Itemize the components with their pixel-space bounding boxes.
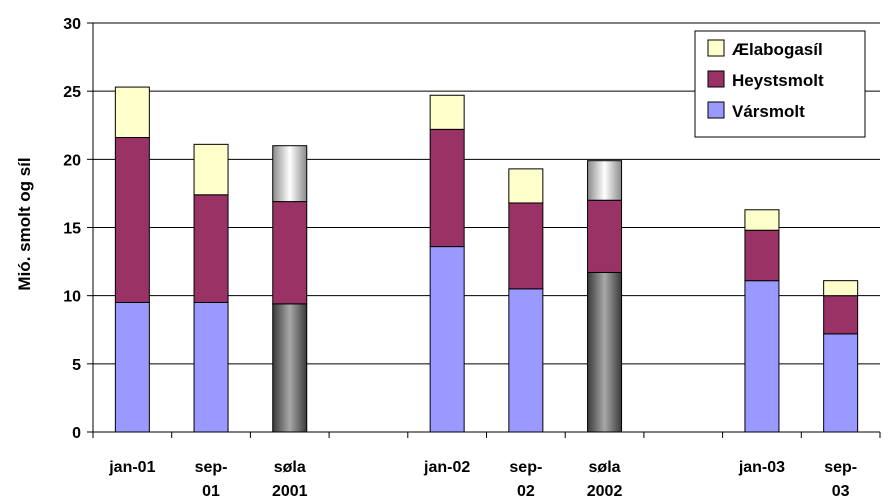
bar-segment (114, 301, 150, 433)
bar-segment (193, 143, 229, 196)
y-tick-label: 15 (63, 221, 81, 238)
bar-segment (114, 86, 150, 139)
bar-segment (114, 137, 150, 303)
x-tick-label: jan-03 (738, 459, 785, 476)
x-tick-label: 01 (202, 483, 220, 500)
bar-segment (744, 229, 780, 282)
x-tick-label: jan-02 (423, 459, 470, 476)
legend-label: Vársmolt (732, 102, 805, 121)
bar-segment (587, 160, 623, 201)
y-tick-label: 20 (63, 152, 81, 169)
x-tick-label: 2002 (587, 483, 623, 500)
bar-segment (429, 128, 465, 248)
bar-segment (272, 303, 308, 433)
legend: Ælabogasíl Heystsmolt Vársmolt (694, 30, 866, 138)
x-tick-label: søla (589, 459, 621, 476)
y-axis-title: Mió. smolt og síl (15, 157, 34, 290)
legend-label: Ælabogasíl (732, 40, 823, 59)
bar-segment (193, 301, 229, 433)
y-tick-label: 25 (63, 84, 81, 101)
bar-segment (823, 295, 859, 335)
y-tick-label: 30 (63, 16, 81, 33)
legend-swatch (707, 101, 725, 119)
bars (114, 86, 859, 433)
y-tick-label: 5 (72, 357, 81, 374)
x-tick-label: sep- (509, 459, 542, 476)
bar-segment (587, 271, 623, 433)
bar-segment (823, 280, 859, 297)
axes (87, 22, 881, 438)
bar-segment (508, 168, 544, 204)
bar-segment (587, 199, 623, 273)
y-tick-label: 10 (63, 289, 81, 306)
bar-segment (744, 209, 780, 231)
x-tick-label: 03 (832, 483, 850, 500)
bar-segment (272, 145, 308, 203)
legend-swatch (707, 39, 725, 57)
x-tick-label: jan-01 (108, 459, 155, 476)
bar-segment (429, 246, 465, 433)
bar-segment (272, 201, 308, 305)
y-tick-label: 0 (72, 425, 81, 442)
legend-label: Heystsmolt (732, 71, 824, 90)
bar-segment (744, 280, 780, 433)
x-tick-label: sep- (824, 459, 857, 476)
y-tick-labels: 0 5 10 15 20 25 30 (63, 16, 81, 442)
x-tick-label: sep- (195, 459, 228, 476)
bar-segment (193, 194, 229, 303)
x-tick-labels: jan-01 sep- 01 søla 2001 jan-02 sep- 02 søla 2002… (108, 459, 857, 500)
x-tick-label: søla (274, 459, 306, 476)
x-tick-label: 02 (517, 483, 535, 500)
bar-segment (508, 202, 544, 290)
x-tick-label: 2001 (272, 483, 308, 500)
bar-segment (823, 333, 859, 433)
legend-swatch (707, 70, 725, 88)
bar-segment (429, 94, 465, 130)
bar-segment (508, 288, 544, 433)
